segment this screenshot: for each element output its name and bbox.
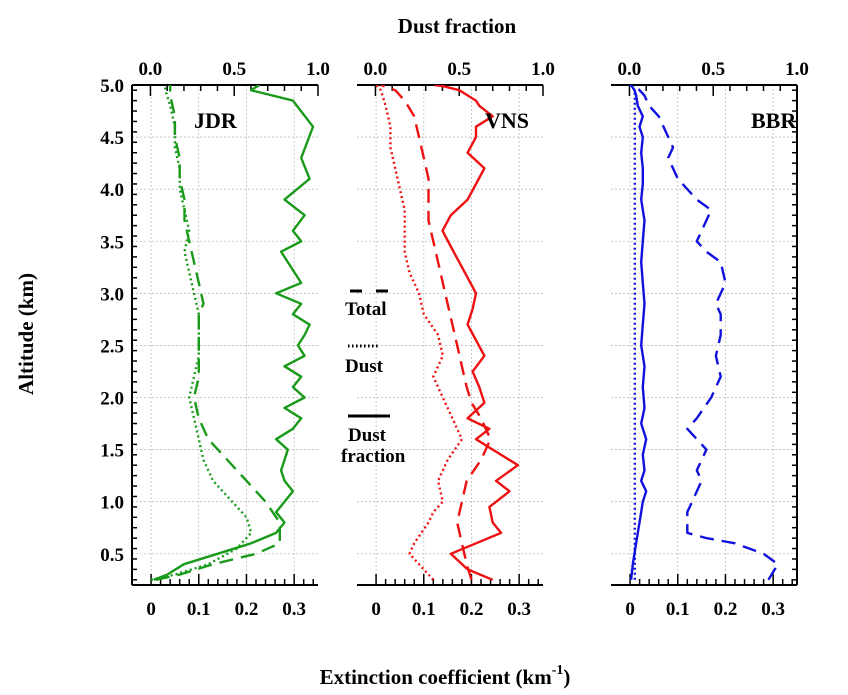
panel-label-vns: VNS bbox=[485, 108, 529, 133]
bottom-tick-label: 0.3 bbox=[282, 599, 306, 620]
y-tick-label: 3.5 bbox=[100, 232, 124, 253]
top-axis-title: Dust fraction bbox=[398, 14, 517, 38]
y-tick-label: 3.0 bbox=[100, 284, 124, 305]
series-vns-dust-fraction bbox=[433, 85, 520, 581]
legend: Total Dust Dust fraction bbox=[341, 289, 406, 467]
bottom-tick-label: 0 bbox=[371, 599, 381, 620]
bottom-axis-title: Extinction coefficient (km-1) bbox=[320, 663, 571, 689]
y-tick-label: 4.5 bbox=[100, 128, 124, 149]
bottom-tick-label: 0.2 bbox=[714, 599, 738, 620]
top-tick-label: 0.5 bbox=[222, 59, 246, 80]
bottom-tick-label: 0.1 bbox=[187, 599, 211, 620]
panel-jdr: 0 0.1 0.2 0.3 0.0 0.5 1.0 0.5 1.0 1.5 2.0 2.5 3.0 3.5… bbox=[100, 59, 330, 620]
series-jdr-dust-fraction bbox=[153, 85, 315, 581]
series-vns-dust bbox=[375, 85, 464, 581]
top-tick-label: 1.0 bbox=[531, 59, 555, 80]
series-bbr-total bbox=[633, 85, 780, 581]
top-tick-label: 0.0 bbox=[618, 59, 642, 80]
top-tick-label: 0.0 bbox=[139, 59, 163, 80]
bottom-tick-label: 0.3 bbox=[761, 599, 785, 620]
bottom-tick-label: 0.2 bbox=[235, 599, 259, 620]
series-jdr-total bbox=[155, 85, 281, 581]
legend-fraction-label-line2: fraction bbox=[341, 446, 406, 467]
panel-bbr: 0 0.1 0.2 0.3 0.0 0.5 1.0 BBR bbox=[611, 59, 809, 620]
series-bbr-dust bbox=[629, 85, 636, 580]
bottom-axis-title-main: Extinction coefficient (km bbox=[320, 665, 553, 689]
panel-label-bbr: BBR bbox=[751, 108, 797, 133]
top-tick-label: 1.0 bbox=[306, 59, 330, 80]
y-tick-label: 5.0 bbox=[100, 76, 124, 97]
panel-vns: 0 0.1 0.2 0.3 0.0 0.5 1.0 VNS bbox=[357, 59, 555, 620]
panels-group: 0 0.1 0.2 0.3 0.0 0.5 1.0 0.5 1.0 1.5 2.0 2.5 3.0 3.5… bbox=[100, 59, 809, 620]
legend-fraction-label-line1: Dust bbox=[348, 425, 387, 446]
legend-total-label: Total bbox=[345, 299, 387, 320]
series-vns-total bbox=[380, 85, 492, 581]
bottom-tick-label: 0 bbox=[146, 599, 156, 620]
y-tick-label: 1.0 bbox=[100, 493, 124, 514]
panel-label-jdr: JDR bbox=[194, 108, 238, 133]
top-tick-label: 0.5 bbox=[701, 59, 725, 80]
bottom-tick-label: 0 bbox=[625, 599, 635, 620]
bottom-axis-title-close: ) bbox=[563, 665, 570, 689]
y-tick-label: 2.5 bbox=[100, 336, 124, 357]
legend-dust-label: Dust bbox=[345, 356, 384, 377]
y-tick-label: 0.5 bbox=[100, 545, 124, 566]
series-bbr-dust-fraction bbox=[629, 85, 648, 580]
series-jdr-dust bbox=[150, 85, 253, 581]
y-tick-label: 1.5 bbox=[100, 441, 124, 462]
bottom-tick-label: 0.3 bbox=[507, 599, 531, 620]
y-axis-title: Altitude (km) bbox=[14, 273, 38, 395]
bottom-axis-title-unit-exponent: -1 bbox=[552, 663, 564, 678]
bottom-tick-label: 0.2 bbox=[460, 599, 484, 620]
top-tick-label: 1.0 bbox=[785, 59, 809, 80]
bottom-tick-label: 0.1 bbox=[412, 599, 436, 620]
top-tick-label: 0.0 bbox=[364, 59, 388, 80]
bottom-tick-label: 0.1 bbox=[666, 599, 690, 620]
y-tick-label: 4.0 bbox=[100, 180, 124, 201]
y-tick-label: 2.0 bbox=[100, 389, 124, 410]
top-tick-label: 0.5 bbox=[447, 59, 471, 80]
